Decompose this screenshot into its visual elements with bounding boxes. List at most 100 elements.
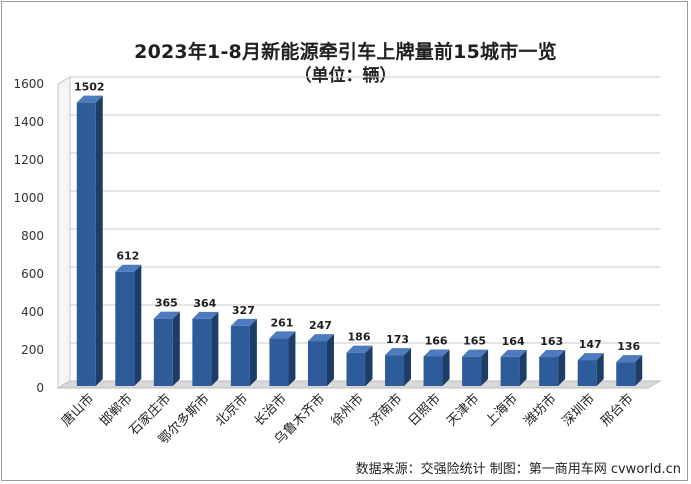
bar-top bbox=[423, 349, 450, 357]
bar-side bbox=[596, 353, 604, 386]
bar-front bbox=[462, 356, 482, 386]
data-label: 173 bbox=[386, 333, 409, 346]
bar-top bbox=[462, 349, 489, 357]
bar-top bbox=[307, 334, 334, 342]
y-tick-label: 1200 bbox=[13, 153, 44, 167]
bar-side bbox=[288, 331, 296, 386]
bar-front bbox=[385, 355, 405, 386]
data-label: 247 bbox=[309, 319, 332, 332]
bar bbox=[115, 264, 142, 386]
bar-side bbox=[134, 264, 142, 386]
bar-side bbox=[326, 334, 334, 386]
y-tick-label: 0 bbox=[36, 381, 44, 395]
bar-top bbox=[115, 264, 142, 272]
data-label: 136 bbox=[617, 340, 640, 353]
y-tick-label: 1600 bbox=[13, 77, 44, 91]
category-label: 邯郸市 bbox=[97, 391, 136, 430]
bar-side bbox=[442, 349, 450, 386]
bar-top bbox=[192, 311, 219, 319]
bar bbox=[539, 350, 566, 386]
bar-front bbox=[76, 102, 96, 387]
bar bbox=[385, 348, 412, 386]
category-label: 上海市 bbox=[482, 391, 521, 430]
left-wall bbox=[57, 76, 71, 389]
y-tick-label: 200 bbox=[21, 343, 44, 357]
bar-top bbox=[616, 355, 643, 363]
data-label: 186 bbox=[348, 331, 371, 344]
data-label: 165 bbox=[463, 335, 486, 348]
bar-side bbox=[635, 355, 643, 386]
bar-front bbox=[616, 362, 636, 386]
category-label: 北京市 bbox=[212, 391, 251, 430]
bar-front bbox=[192, 318, 212, 386]
category-label: 日照市 bbox=[405, 391, 444, 430]
chart-subtitle: （单位：辆） bbox=[294, 66, 397, 86]
bar-front bbox=[307, 341, 327, 386]
source-note: 数据来源：交强险统计 制图：第一商用车网 cvworld.cn bbox=[355, 462, 681, 477]
bar bbox=[153, 311, 180, 386]
data-label: 163 bbox=[540, 335, 563, 348]
bar bbox=[577, 353, 604, 386]
data-label: 327 bbox=[232, 304, 255, 317]
bar-front bbox=[500, 356, 520, 386]
bar-top bbox=[346, 345, 373, 353]
y-axis-ticks: 0 200 400 600 800 1000 1200 1400 1600 bbox=[13, 77, 44, 395]
bar-front bbox=[346, 352, 366, 386]
data-label: 166 bbox=[425, 334, 448, 347]
bar bbox=[462, 349, 489, 386]
data-label: 164 bbox=[502, 335, 525, 348]
bar-side bbox=[172, 311, 180, 386]
bar bbox=[269, 331, 296, 386]
y-tick-label: 400 bbox=[21, 305, 44, 319]
bar-front bbox=[423, 356, 443, 386]
category-label: 长治市 bbox=[251, 391, 290, 430]
data-label: 365 bbox=[155, 297, 178, 310]
bar-side bbox=[558, 350, 566, 386]
y-tick-label: 1000 bbox=[13, 191, 44, 205]
category-label: 潍坊市 bbox=[521, 391, 560, 430]
bar-top bbox=[269, 331, 296, 339]
bar-side bbox=[519, 349, 527, 386]
bar-front bbox=[577, 360, 597, 386]
bar-side bbox=[95, 95, 103, 387]
bar bbox=[230, 318, 257, 386]
bar-front bbox=[153, 318, 173, 386]
bar bbox=[346, 345, 373, 386]
data-label: 147 bbox=[579, 338, 602, 351]
data-label: 364 bbox=[193, 297, 216, 310]
y-tick-label: 600 bbox=[21, 267, 44, 281]
bar-top bbox=[539, 350, 566, 358]
y-tick-label: 1400 bbox=[13, 115, 44, 129]
bar bbox=[307, 334, 334, 386]
bar-front bbox=[115, 271, 135, 386]
category-label: 唐山市 bbox=[58, 391, 97, 430]
bar-side bbox=[249, 318, 257, 386]
bar bbox=[192, 311, 219, 386]
bar-top bbox=[153, 311, 180, 319]
bar-top bbox=[76, 95, 103, 103]
bar-top bbox=[385, 348, 412, 356]
bar-top bbox=[577, 353, 604, 361]
category-label: 邢台市 bbox=[598, 391, 637, 430]
bar-side bbox=[211, 311, 219, 386]
category-label: 徐州市 bbox=[328, 391, 367, 430]
data-label: 261 bbox=[270, 316, 293, 329]
bar-side bbox=[365, 345, 373, 386]
bar bbox=[616, 355, 643, 386]
bar bbox=[76, 95, 103, 387]
bar-front bbox=[230, 325, 250, 386]
bar-front bbox=[269, 338, 289, 386]
data-labels: 1502 612 365 364 327 261 247 186 173 166 165 164 163… bbox=[74, 81, 641, 354]
bar-side bbox=[404, 348, 412, 386]
category-label: 济南市 bbox=[366, 391, 405, 430]
bar bbox=[500, 349, 527, 386]
category-label: 天津市 bbox=[444, 391, 483, 430]
bar-top bbox=[230, 318, 257, 326]
category-label: 深圳市 bbox=[559, 391, 598, 430]
chart-title: 2023年1-8月新能源牵引车上牌量前15城市一览 bbox=[134, 41, 557, 63]
bars bbox=[76, 95, 643, 387]
bar bbox=[423, 349, 450, 386]
